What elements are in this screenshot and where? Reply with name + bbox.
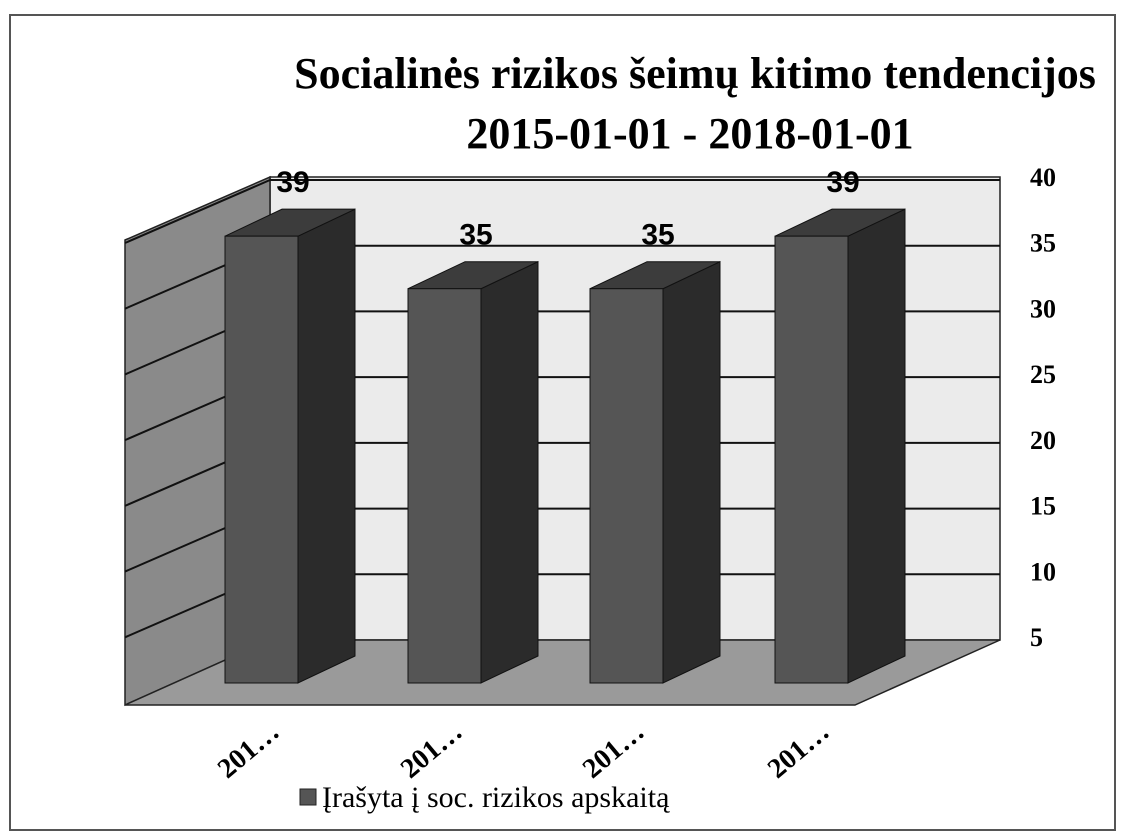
legend-label: Įrašyta į soc. rizikos apskaitą: [322, 781, 670, 814]
data-label: 35: [459, 219, 492, 252]
y-tick-label: 10: [1030, 557, 1056, 586]
y-tick-label: 30: [1030, 294, 1056, 323]
chart-subtitle: 2015-01-01 - 2018-01-01: [466, 109, 913, 158]
y-tick-label: 15: [1030, 492, 1056, 521]
grid-line: [124, 179, 271, 244]
y-tick-label: 25: [1030, 360, 1056, 389]
chart-title: Socialinės rizikos šeimų kitimo tendenci…: [294, 49, 1096, 98]
bar: [407, 288, 482, 684]
bar-side: [297, 208, 356, 684]
bar-side: [480, 260, 539, 684]
bar: [589, 288, 664, 684]
data-label: 39: [276, 166, 309, 199]
bar: [774, 235, 849, 684]
y-tick-label: 5: [1030, 623, 1043, 652]
y-tick-label: 20: [1030, 426, 1056, 455]
y-tick-label: 40: [1030, 163, 1056, 192]
data-label: 39: [826, 166, 859, 199]
bar-side: [847, 208, 906, 684]
y-tick-label: 35: [1030, 229, 1056, 258]
data-label: 35: [641, 219, 674, 252]
bar: [224, 235, 299, 684]
bar-side: [662, 260, 721, 684]
legend-swatch: [299, 788, 317, 806]
plot: 51015202530354039201…35201…35201…39201…: [124, 163, 1056, 785]
